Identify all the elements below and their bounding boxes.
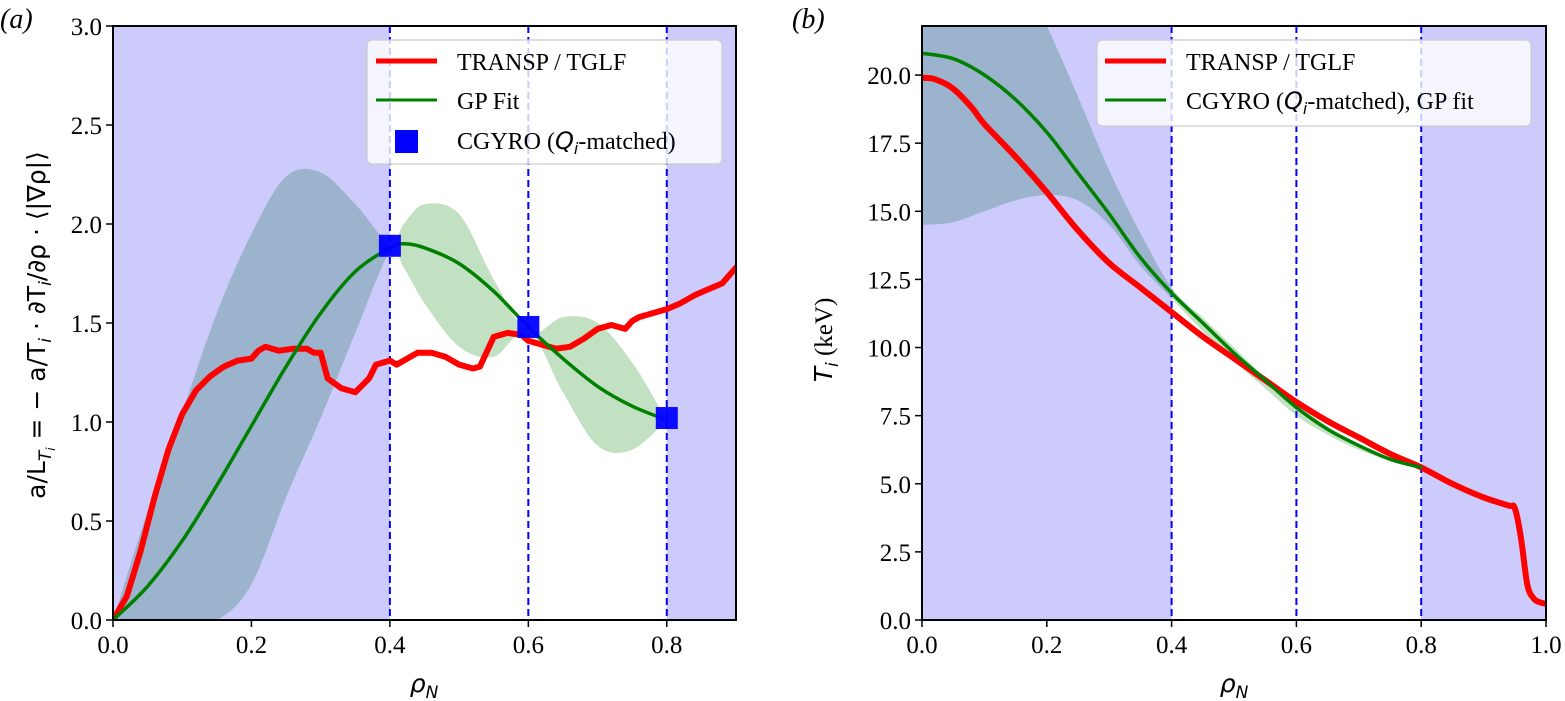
x-ticks-b: 0.0 0.2 0.4 0.6 0.8 1.0 [906,620,1562,659]
axes-frame-b [921,25,1547,621]
y-tick-label: 1.0 [71,410,102,437]
x-tick-label: 0.0 [97,632,128,659]
cgyro-marker [655,407,678,430]
y-tick-label: 15.0 [867,199,911,226]
y-tick-label: 0.0 [880,608,911,635]
y-tick-label: 1.5 [71,311,102,338]
legend-box-a [366,39,723,165]
cgyro-markers [378,234,678,430]
y-tick-label: 3.0 [71,14,102,41]
y-tick-label: 5.0 [880,472,911,499]
x-axis-label-a: ρN [410,669,439,701]
legend-swatch-cgyro [395,130,418,153]
series-line-gp-fit [922,51,1423,470]
gp-band-inside [922,26,1172,299]
y-ticks-b: 0.0 2.5 5.0 7.5 10.0 12.5 15.0 17.5 20.0 [867,63,922,635]
y-axis-label-b: Ti (keV) [809,298,843,383]
legend-label-transp-b: TRANSP / TGLF [1186,50,1355,76]
x-tick-label: 0.0 [906,632,937,659]
y-tick-label: 10.0 [867,336,911,363]
x-tick-label: 1.0 [1530,632,1561,659]
legend-box-b [1096,39,1532,127]
x-ticks-a: 0.0 0.2 0.4 0.6 0.8 [97,620,682,659]
y-tick-label: 20.0 [867,63,911,90]
y-tick-label: 17.5 [867,131,911,158]
gp-band-outside [389,203,667,453]
y-tick-label: 12.5 [867,267,911,294]
series-line-transp-tglf [922,74,1546,607]
legend-a: TRANSP / TGLF GP Fit CGYRO (Qi-matched) [366,39,723,165]
series-line-transp-tglf [113,264,736,620]
panel-a: 0.0 0.2 0.4 0.6 0.8 0.0 0.5 1.0 1.5 2.0 2.5 3.0 (a… [0,4,737,701]
legend-b: TRANSP / TGLF CGYRO (Qi-matched), GP fit [1096,39,1532,127]
y-tick-label: 0.5 [71,509,102,536]
y-ticks-a: 0.0 0.5 1.0 1.5 2.0 2.5 3.0 [71,14,113,635]
x-tick-label: 0.6 [513,632,544,659]
y-tick-label: 7.5 [880,404,911,431]
y-tick-label: 0.0 [71,608,102,635]
legend-label-cgyro-gp: CGYRO (Qi-matched), GP fit [1186,87,1474,118]
x-tick-label: 0.2 [236,632,267,659]
x-tick-label: 0.8 [651,632,682,659]
gp-uncertainty-band-a [113,168,667,620]
gp-uncertainty-band-b [922,26,1422,468]
panel-label-b: (b) [792,4,825,35]
x-label-main: ρ [410,669,426,698]
gp-band-inside [113,168,390,620]
cgyro-marker [378,234,401,257]
y-axis-label-a: a/LTi = − a/Ti · ∂Ti/∂ρ · ⟨|∇ρ|⟩ [22,151,58,499]
panel-label-a: (a) [0,4,33,35]
series-lines-b [922,51,1546,607]
x-axis-label-b: ρN [1220,669,1249,701]
panel-b: 0.0 0.2 0.4 0.6 0.8 1.0 0.0 2.5 5.0 7.5 10.0 12.5 1… [792,4,1562,701]
x-tick-label: 0.2 [1031,632,1062,659]
x-tick-label: 0.8 [1406,632,1437,659]
y-tick-label: 2.5 [880,540,911,567]
x-tick-label: 0.4 [1156,632,1188,659]
y-tick-label: 2.0 [71,212,102,239]
x-tick-label: 0.6 [1281,632,1312,659]
x-tick-label: 0.4 [374,632,406,659]
legend-label-transp: TRANSP / TGLF [457,50,626,76]
x-label-sub: N [426,683,439,701]
cgyro-marker [517,315,540,338]
legend-label-gp: GP Fit [457,89,520,115]
legend-label-cgyro: CGYRO (Qi-matched) [457,127,676,158]
y-tick-label: 2.5 [71,113,102,140]
